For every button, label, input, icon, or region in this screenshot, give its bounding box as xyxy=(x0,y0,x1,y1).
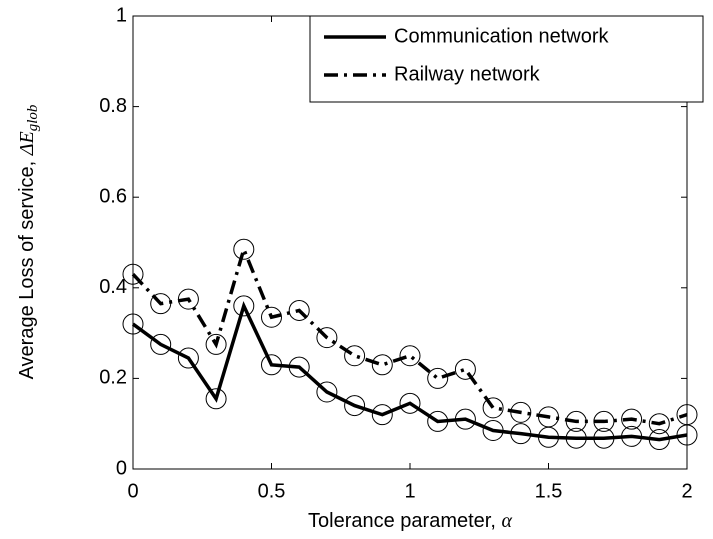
marker xyxy=(648,413,670,435)
marker xyxy=(648,429,670,451)
x-tick-label: 0 xyxy=(127,480,138,502)
y-axis-label: Average Loss of service, ΔEglob xyxy=(16,104,42,379)
y-tick-label: 0.2 xyxy=(99,367,127,389)
marker xyxy=(454,408,476,430)
legend-label: Railway network xyxy=(394,63,541,85)
marker xyxy=(399,345,421,367)
y-tick-label: 0 xyxy=(116,457,127,479)
marker xyxy=(565,427,587,449)
marker xyxy=(482,397,504,419)
marker xyxy=(316,381,338,403)
x-tick-label: 2 xyxy=(681,480,692,502)
marker xyxy=(122,263,144,285)
series-line xyxy=(131,243,688,426)
legend-box xyxy=(309,15,704,103)
x-axis-label: Tolerance parameter, α xyxy=(308,510,512,533)
marker xyxy=(344,345,366,367)
marker xyxy=(288,356,310,378)
marker xyxy=(427,367,449,389)
marker xyxy=(205,333,227,355)
marker xyxy=(177,288,199,310)
x-tick-label: 1 xyxy=(404,480,415,502)
marker xyxy=(565,410,587,432)
y-tick-label: 0.6 xyxy=(99,185,127,207)
marker xyxy=(122,313,144,335)
marker xyxy=(205,388,227,410)
marker xyxy=(288,299,310,321)
y-tick-label: 0.4 xyxy=(99,276,127,298)
marker xyxy=(676,404,698,426)
marker xyxy=(454,358,476,380)
marker xyxy=(177,347,199,369)
series-line xyxy=(131,301,688,442)
y-tick-label: 0.8 xyxy=(99,95,127,117)
marker xyxy=(316,327,338,349)
x-tick-label: 0.5 xyxy=(258,480,286,502)
marker xyxy=(621,425,643,447)
marker xyxy=(482,419,504,441)
marker xyxy=(371,404,393,426)
marker xyxy=(261,306,282,328)
marker xyxy=(344,395,366,417)
marker xyxy=(233,295,255,317)
marker xyxy=(233,238,255,260)
marker xyxy=(371,354,393,376)
legend-label: Communication network xyxy=(394,25,610,47)
x-tick-label: 1.5 xyxy=(535,480,563,502)
marker xyxy=(538,406,559,428)
marker xyxy=(510,423,532,445)
y-tick-label: 1 xyxy=(116,4,127,26)
marker xyxy=(621,408,643,430)
marker xyxy=(150,333,172,355)
marker xyxy=(150,293,172,315)
marker xyxy=(593,410,615,432)
marker xyxy=(261,354,282,376)
marker xyxy=(399,392,421,414)
marker xyxy=(593,427,615,449)
marker xyxy=(427,410,449,432)
marker xyxy=(510,401,532,423)
